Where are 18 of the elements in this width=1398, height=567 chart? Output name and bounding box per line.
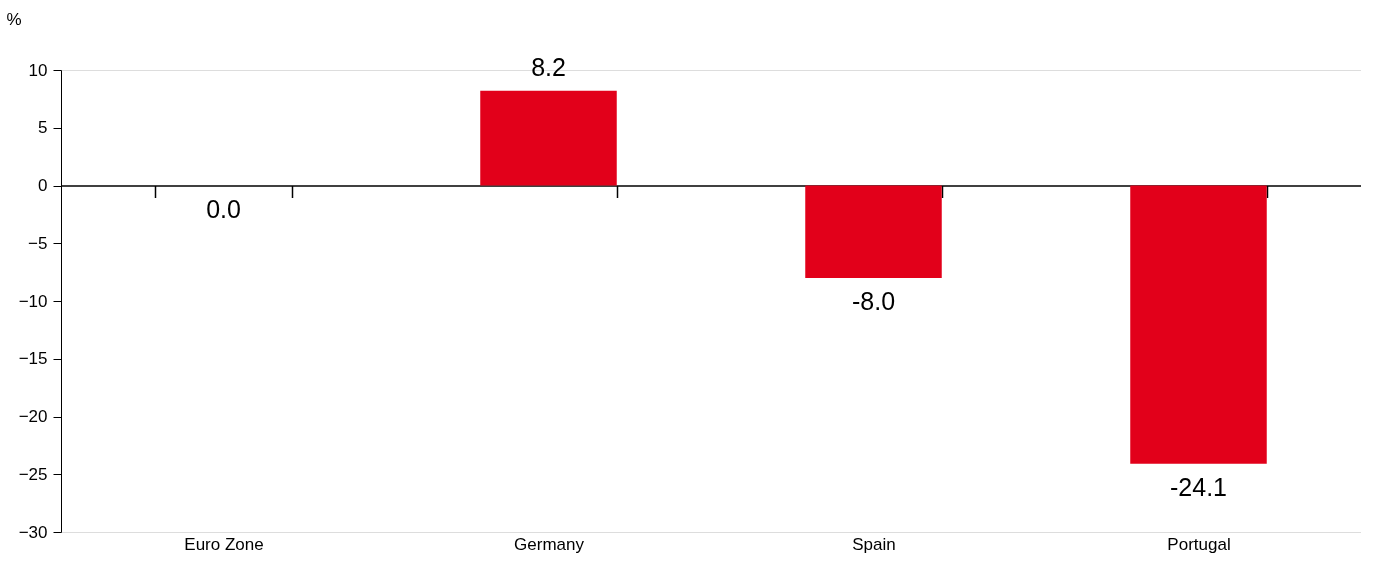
y-tick-label: −30 [18,522,48,542]
x-tick-label: Germany [514,534,585,554]
data-label: 0.0 [206,194,241,223]
x-tick-label: Portugal [1167,534,1231,554]
y-tick-label: −20 [18,407,48,426]
y-tick-label: −10 [18,291,48,311]
y-tick-label: 10 [28,60,48,80]
data-label: 8.2 [531,52,566,81]
y-axis-title: % [6,9,22,29]
y-tick-label: 5 [38,118,48,138]
x-tick-label: Spain [852,534,896,554]
data-label: -8.0 [851,286,896,315]
y-tick-label: −5 [28,233,48,253]
y-tick-label: −25 [18,464,48,484]
x-tick-label: Euro Zone [184,534,264,554]
y-tick-label: 0 [38,176,48,195]
data-label: -24.1 [1170,472,1227,501]
y-tick-label: −15 [18,349,48,369]
